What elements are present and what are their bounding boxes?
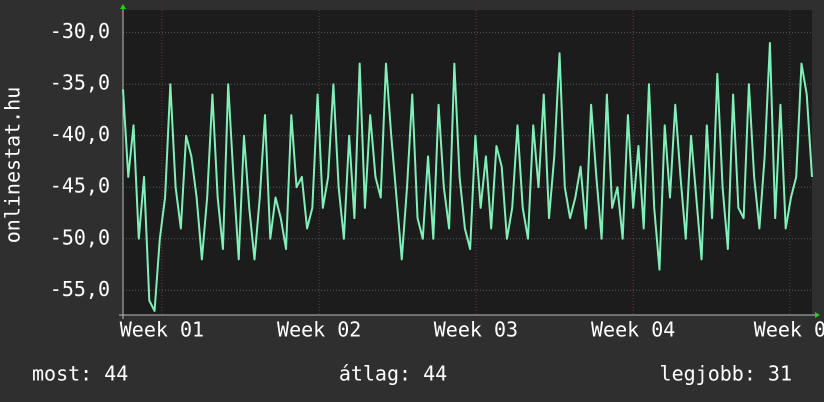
- footer-current: most: 44: [32, 362, 128, 386]
- axis-arrow: [120, 4, 126, 9]
- y-tick-label: -55,0: [50, 277, 110, 301]
- x-tick-label: Week 0: [754, 318, 824, 342]
- x-tick-label: Week 04: [591, 318, 675, 342]
- y-tick-label: -50,0: [50, 225, 110, 249]
- y-tick-label: -40,0: [50, 122, 110, 146]
- data-line: [122, 41, 813, 312]
- footer-best: legjobb: 31: [660, 362, 792, 386]
- y-axis-label: onlinestat.hu: [1, 87, 25, 244]
- plot-area: [123, 10, 812, 315]
- y-tick-label: -30,0: [50, 19, 110, 43]
- y-tick-label: -35,0: [50, 71, 110, 95]
- x-tick-label: Week 02: [277, 318, 361, 342]
- x-tick-label: Week 03: [434, 318, 518, 342]
- axis-arrow: [815, 312, 820, 318]
- x-tick-label: Week 01: [120, 318, 204, 342]
- y-tick-label: -45,0: [50, 174, 110, 198]
- footer-average: átlag: 44: [339, 362, 447, 386]
